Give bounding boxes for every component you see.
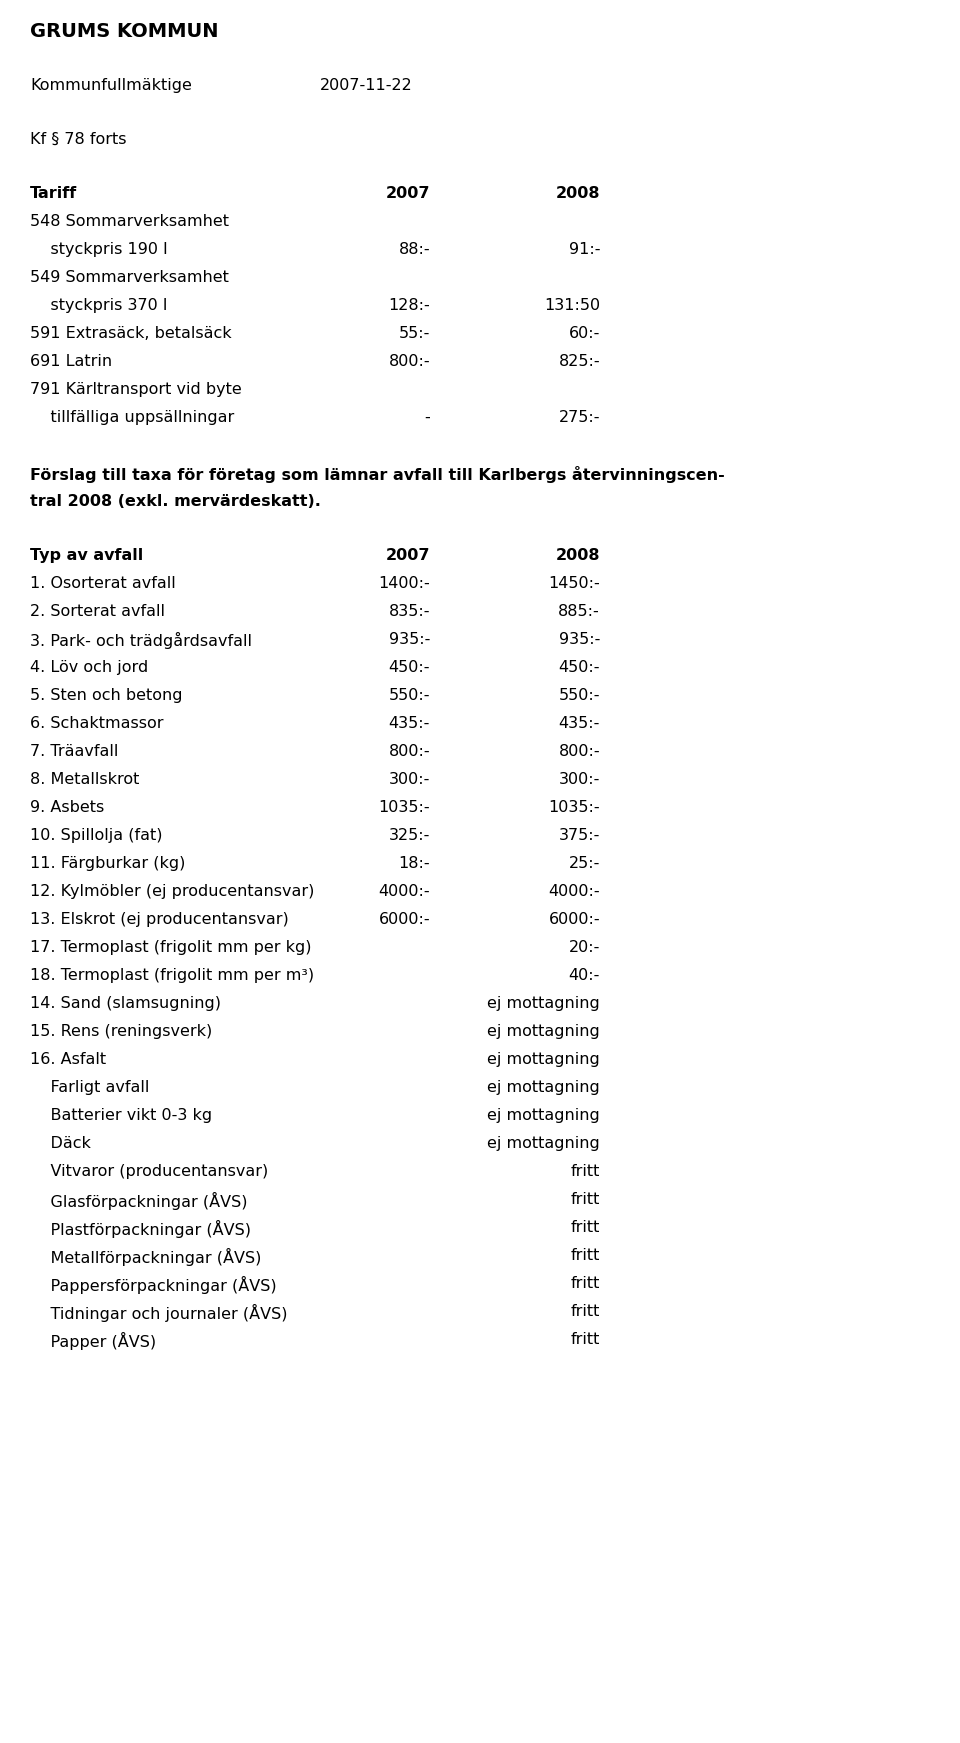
Text: fritt: fritt <box>570 1304 600 1319</box>
Text: 7. Träavfall: 7. Träavfall <box>30 744 118 758</box>
Text: fritt: fritt <box>570 1248 600 1264</box>
Text: styckpris 370 l: styckpris 370 l <box>30 298 167 314</box>
Text: 11. Färgburkar (kg): 11. Färgburkar (kg) <box>30 856 185 872</box>
Text: Vitvaror (producentansvar): Vitvaror (producentansvar) <box>30 1164 268 1178</box>
Text: Kommunfullmäktige: Kommunfullmäktige <box>30 78 192 92</box>
Text: 450:-: 450:- <box>559 661 600 675</box>
Text: -: - <box>424 410 430 425</box>
Text: 2007: 2007 <box>386 547 430 563</box>
Text: ej mottagning: ej mottagning <box>488 1136 600 1150</box>
Text: 275:-: 275:- <box>559 410 600 425</box>
Text: 40:-: 40:- <box>568 967 600 983</box>
Text: fritt: fritt <box>570 1332 600 1347</box>
Text: ej mottagning: ej mottagning <box>488 1081 600 1095</box>
Text: fritt: fritt <box>570 1220 600 1236</box>
Text: 375:-: 375:- <box>559 828 600 844</box>
Text: tillfälliga uppsällningar: tillfälliga uppsällningar <box>30 410 234 425</box>
Text: 450:-: 450:- <box>389 661 430 675</box>
Text: Tidningar och journaler (ÅVS): Tidningar och journaler (ÅVS) <box>30 1304 287 1321</box>
Text: fritt: fritt <box>570 1192 600 1206</box>
Text: 1035:-: 1035:- <box>378 800 430 816</box>
Text: 20:-: 20:- <box>568 939 600 955</box>
Text: 10. Spillolja (fat): 10. Spillolja (fat) <box>30 828 162 844</box>
Text: fritt: fritt <box>570 1276 600 1292</box>
Text: Däck: Däck <box>30 1136 91 1150</box>
Text: 325:-: 325:- <box>389 828 430 844</box>
Text: 1. Osorterat avfall: 1. Osorterat avfall <box>30 575 176 591</box>
Text: 18. Termoplast (frigolit mm per m³): 18. Termoplast (frigolit mm per m³) <box>30 967 314 983</box>
Text: 800:-: 800:- <box>389 354 430 370</box>
Text: Förslag till taxa för företag som lämnar avfall till Karlbergs återvinningscen-: Förslag till taxa för företag som lämnar… <box>30 465 725 483</box>
Text: 550:-: 550:- <box>559 688 600 702</box>
Text: 18:-: 18:- <box>398 856 430 872</box>
Text: 13. Elskrot (ej producentansvar): 13. Elskrot (ej producentansvar) <box>30 912 289 927</box>
Text: 549 Sommarverksamhet: 549 Sommarverksamhet <box>30 270 228 286</box>
Text: Plastförpackningar (ÅVS): Plastförpackningar (ÅVS) <box>30 1220 251 1238</box>
Text: Papper (ÅVS): Papper (ÅVS) <box>30 1332 156 1351</box>
Text: 12. Kylmöbler (ej producentansvar): 12. Kylmöbler (ej producentansvar) <box>30 884 314 899</box>
Text: Typ av avfall: Typ av avfall <box>30 547 143 563</box>
Text: 691 Latrin: 691 Latrin <box>30 354 112 370</box>
Text: 2008: 2008 <box>556 547 600 563</box>
Text: Glasförpackningar (ÅVS): Glasförpackningar (ÅVS) <box>30 1192 248 1210</box>
Text: 8. Metallskrot: 8. Metallskrot <box>30 772 139 788</box>
Text: ej mottagning: ej mottagning <box>488 995 600 1011</box>
Text: 1400:-: 1400:- <box>378 575 430 591</box>
Text: 55:-: 55:- <box>398 326 430 342</box>
Text: 2008: 2008 <box>556 187 600 200</box>
Text: Kf § 78 forts: Kf § 78 forts <box>30 132 127 146</box>
Text: 14. Sand (slamsugning): 14. Sand (slamsugning) <box>30 995 221 1011</box>
Text: 25:-: 25:- <box>568 856 600 872</box>
Text: 800:-: 800:- <box>389 744 430 758</box>
Text: 300:-: 300:- <box>389 772 430 788</box>
Text: 15. Rens (reningsverk): 15. Rens (reningsverk) <box>30 1023 212 1039</box>
Text: fritt: fritt <box>570 1164 600 1178</box>
Text: 91:-: 91:- <box>568 242 600 256</box>
Text: 885:-: 885:- <box>559 605 600 619</box>
Text: Farligt avfall: Farligt avfall <box>30 1081 150 1095</box>
Text: 2007: 2007 <box>386 187 430 200</box>
Text: 835:-: 835:- <box>389 605 430 619</box>
Text: 4000:-: 4000:- <box>378 884 430 899</box>
Text: 935:-: 935:- <box>559 633 600 647</box>
Text: ej mottagning: ej mottagning <box>488 1053 600 1067</box>
Text: 800:-: 800:- <box>559 744 600 758</box>
Text: 6000:-: 6000:- <box>378 912 430 927</box>
Text: 300:-: 300:- <box>559 772 600 788</box>
Text: 3. Park- och trädgårdsavfall: 3. Park- och trädgårdsavfall <box>30 633 252 648</box>
Text: 16. Asfalt: 16. Asfalt <box>30 1053 107 1067</box>
Text: 4000:-: 4000:- <box>548 884 600 899</box>
Text: 9. Asbets: 9. Asbets <box>30 800 105 816</box>
Text: 6. Schaktmassor: 6. Schaktmassor <box>30 716 163 730</box>
Text: Pappersförpackningar (ÅVS): Pappersförpackningar (ÅVS) <box>30 1276 276 1293</box>
Text: 4. Löv och jord: 4. Löv och jord <box>30 661 148 675</box>
Text: 17. Termoplast (frigolit mm per kg): 17. Termoplast (frigolit mm per kg) <box>30 939 311 955</box>
Text: 825:-: 825:- <box>559 354 600 370</box>
Text: 2. Sorterat avfall: 2. Sorterat avfall <box>30 605 165 619</box>
Text: 128:-: 128:- <box>388 298 430 314</box>
Text: 5. Sten och betong: 5. Sten och betong <box>30 688 182 702</box>
Text: 591 Extrasäck, betalsäck: 591 Extrasäck, betalsäck <box>30 326 231 342</box>
Text: 2007-11-22: 2007-11-22 <box>320 78 413 92</box>
Text: ej mottagning: ej mottagning <box>488 1023 600 1039</box>
Text: Batterier vikt 0-3 kg: Batterier vikt 0-3 kg <box>30 1109 212 1122</box>
Text: 550:-: 550:- <box>389 688 430 702</box>
Text: 435:-: 435:- <box>559 716 600 730</box>
Text: styckpris 190 l: styckpris 190 l <box>30 242 168 256</box>
Text: 88:-: 88:- <box>398 242 430 256</box>
Text: 1035:-: 1035:- <box>548 800 600 816</box>
Text: 1450:-: 1450:- <box>548 575 600 591</box>
Text: GRUMS KOMMUN: GRUMS KOMMUN <box>30 23 219 42</box>
Text: tral 2008 (exkl. mervärdeskatt).: tral 2008 (exkl. mervärdeskatt). <box>30 493 321 509</box>
Text: 6000:-: 6000:- <box>548 912 600 927</box>
Text: 435:-: 435:- <box>389 716 430 730</box>
Text: 60:-: 60:- <box>568 326 600 342</box>
Text: Tariff: Tariff <box>30 187 77 200</box>
Text: 548 Sommarverksamhet: 548 Sommarverksamhet <box>30 214 229 228</box>
Text: 935:-: 935:- <box>389 633 430 647</box>
Text: Metallförpackningar (ÅVS): Metallförpackningar (ÅVS) <box>30 1248 261 1265</box>
Text: 791 Kärltransport vid byte: 791 Kärltransport vid byte <box>30 382 242 397</box>
Text: ej mottagning: ej mottagning <box>488 1109 600 1122</box>
Text: 131:50: 131:50 <box>544 298 600 314</box>
